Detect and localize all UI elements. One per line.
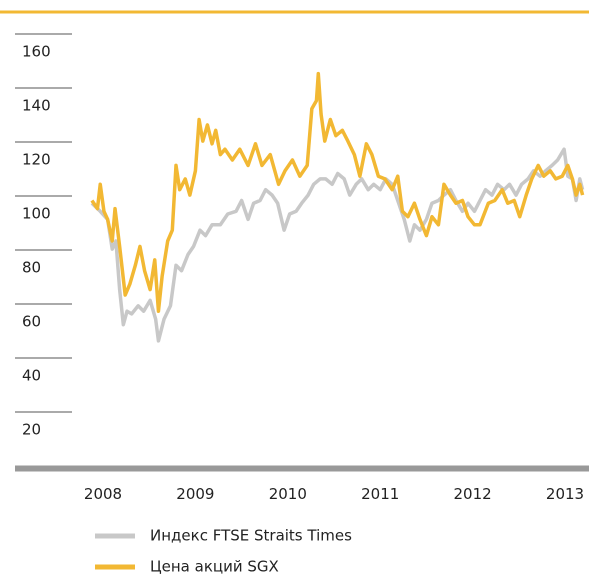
y-tick-label: 80	[22, 259, 41, 277]
x-tick-label: 2012	[454, 485, 492, 503]
x-tick-label: 2013	[546, 485, 584, 503]
x-axis	[15, 465, 589, 472]
y-tick-label: 20	[22, 421, 41, 439]
y-tick-label: 100	[22, 205, 51, 223]
legend-label: Индекс FTSE Straits Times	[150, 527, 352, 545]
y-tick-label: 60	[22, 313, 41, 331]
y-tick-label: 120	[22, 151, 51, 169]
series-line	[90, 71, 585, 313]
y-tick-label: 40	[22, 367, 41, 385]
y-tick-label: 160	[22, 43, 51, 61]
x-tick-label: 2009	[176, 485, 214, 503]
series-line	[90, 147, 585, 343]
legend-label: Цена акций SGX	[150, 558, 279, 574]
y-tick-label: 140	[22, 97, 51, 115]
x-tick-label: 2008	[84, 485, 122, 503]
x-tick-label: 2010	[269, 485, 307, 503]
x-tick-label: 2011	[361, 485, 399, 503]
top-rule	[0, 10, 589, 14]
